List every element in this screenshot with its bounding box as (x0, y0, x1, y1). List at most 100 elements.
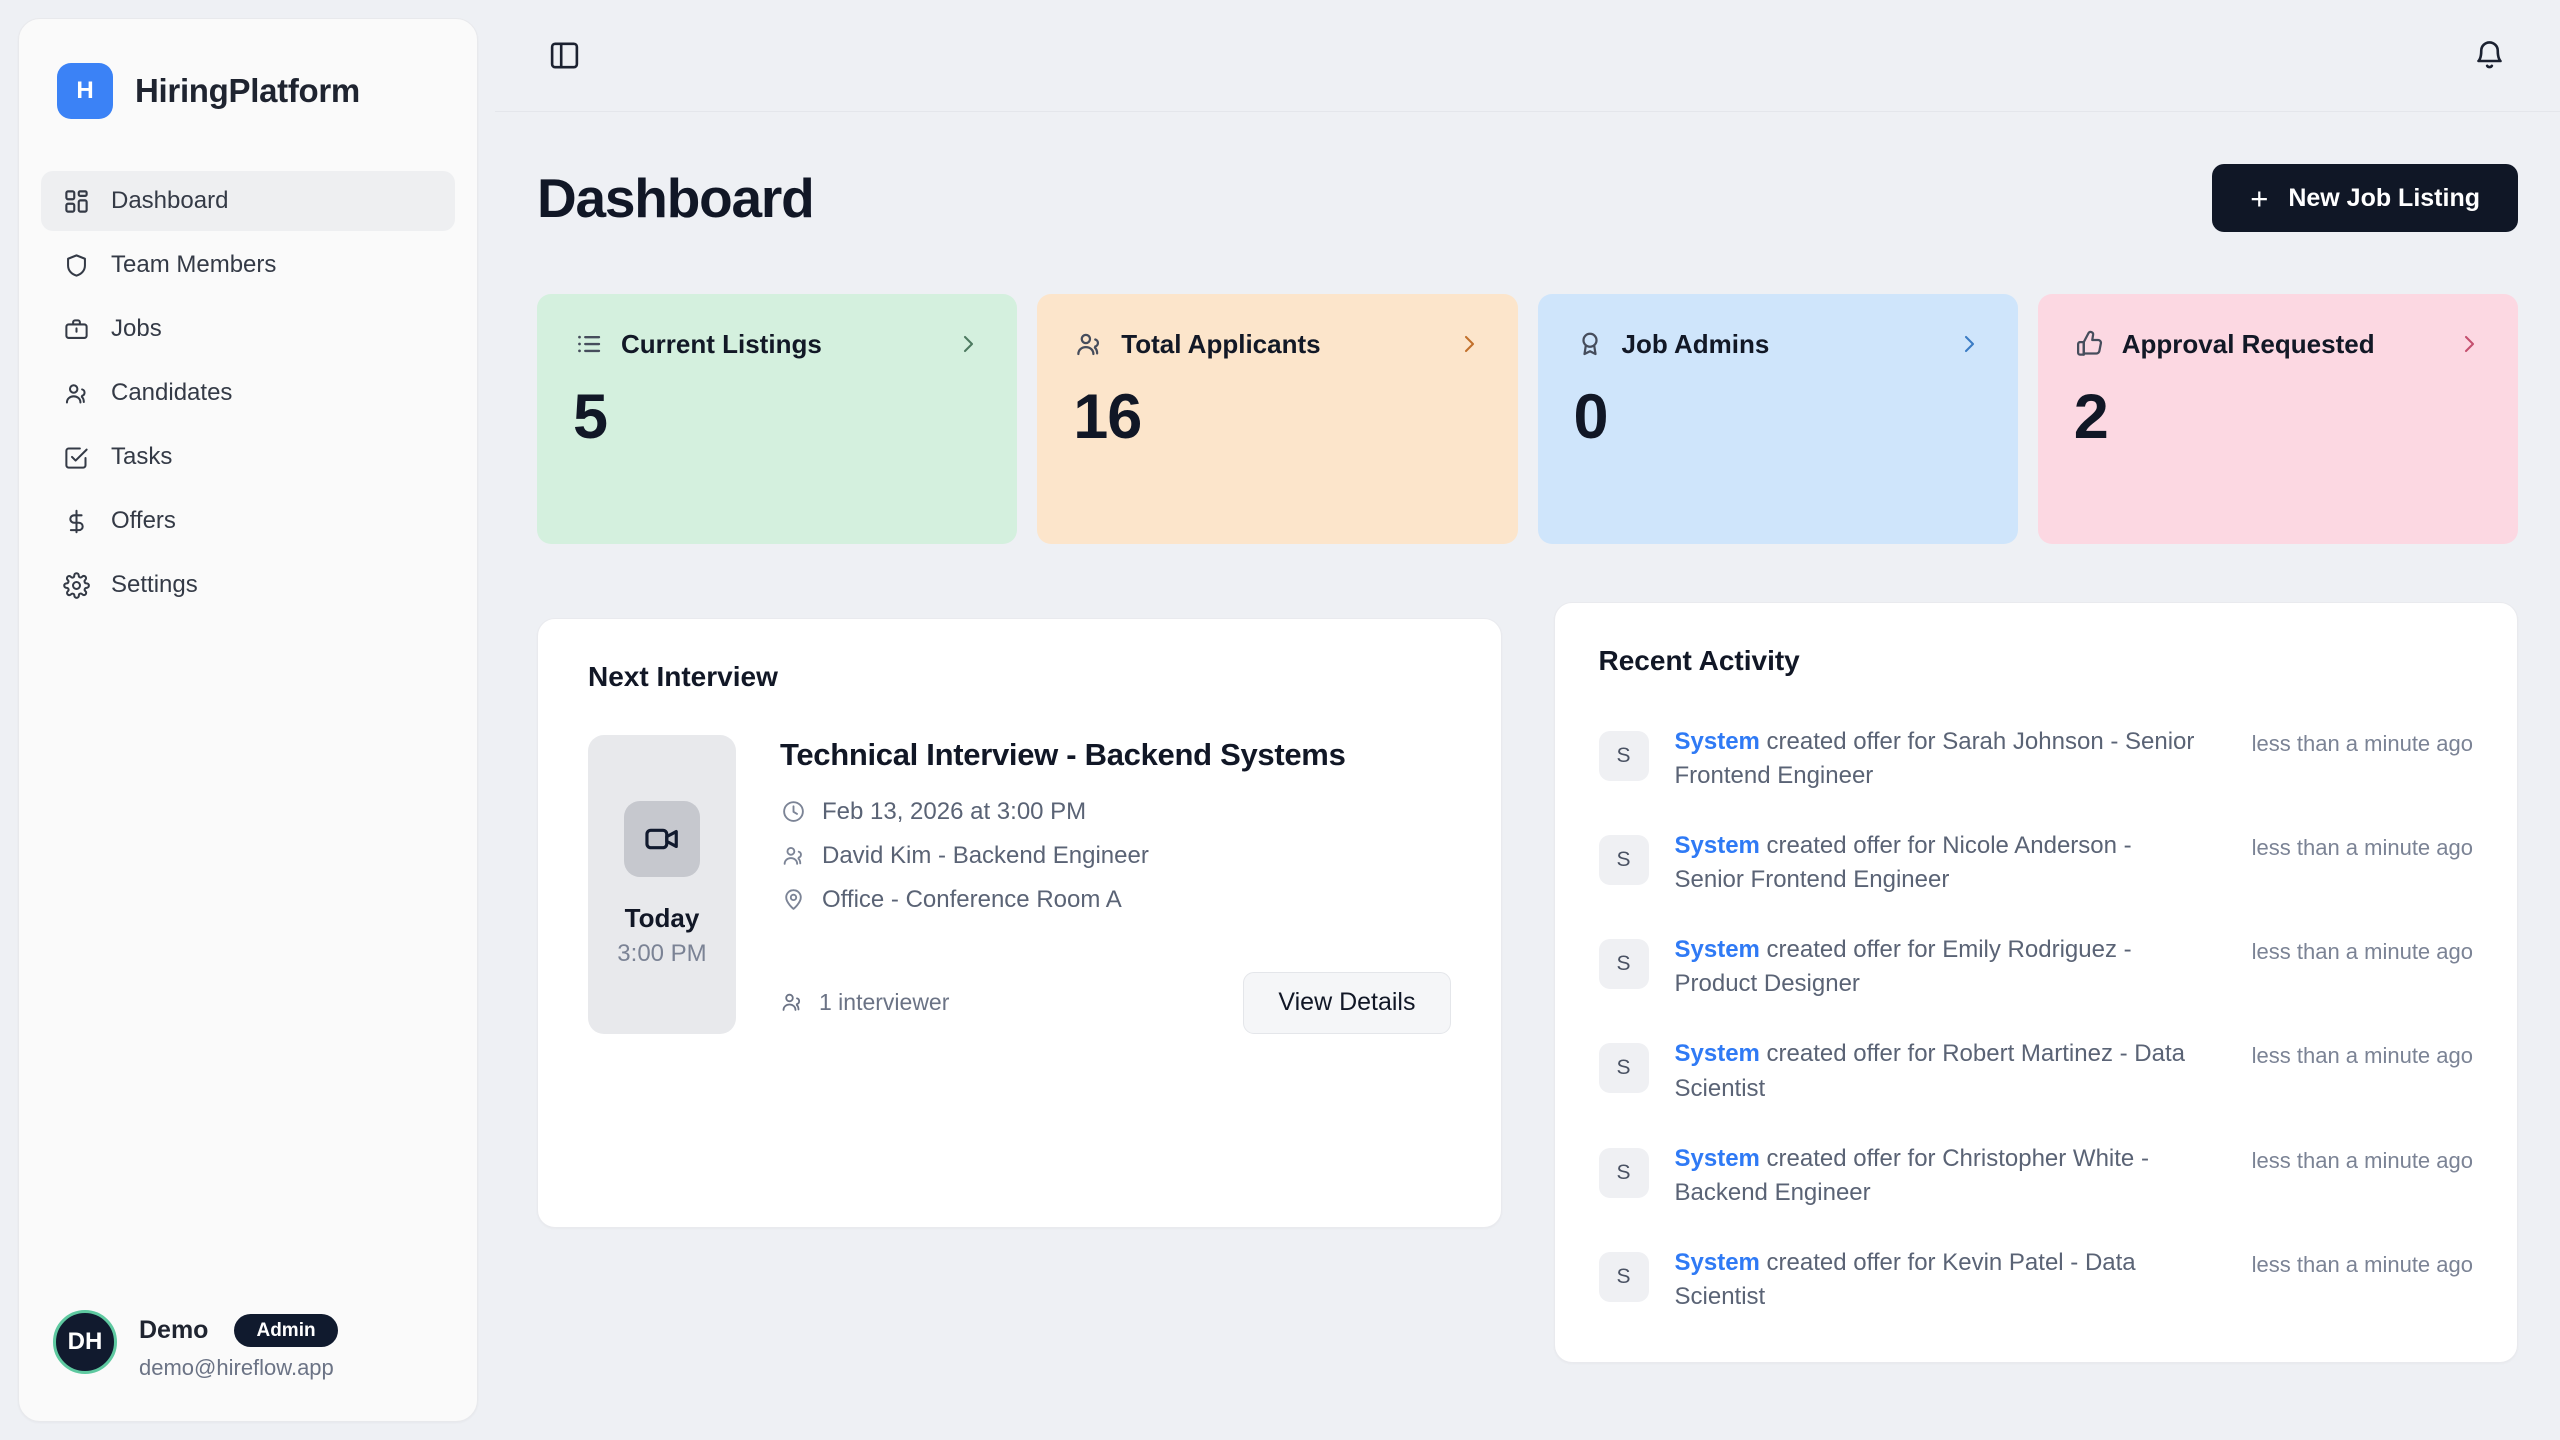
award-icon (1574, 328, 1606, 360)
sidebar-item-dashboard[interactable]: Dashboard (41, 171, 455, 231)
dollar-icon (61, 506, 91, 536)
avatar: S (1598, 939, 1649, 990)
activity-text: System created offer for Robert Martinez… (1675, 1037, 2204, 1105)
list-item[interactable]: S System created offer for Christopher W… (1598, 1124, 2473, 1228)
user-name: Demo (139, 1316, 209, 1344)
list-item[interactable]: S System created offer for Kevin Patel -… (1598, 1228, 2473, 1332)
activity-body: created offer for Sarah Johnson - Senior… (1674, 728, 2195, 790)
thumbs-up-icon (2074, 328, 2106, 360)
activity-time: less than a minute ago (2251, 835, 2473, 861)
sidebar-item-jobs[interactable]: Jobs (41, 299, 455, 359)
stat-card-total-applicants[interactable]: Total Applicants 16 (1037, 294, 1518, 544)
interview-interviewers: 1 interviewer (780, 989, 949, 1016)
stat-label: Job Admins (1621, 328, 1770, 359)
activity-actor[interactable]: System (1674, 832, 1760, 860)
interview-day-tile: Today 3:00 PM (588, 735, 736, 1034)
sidebar-item-candidates[interactable]: Candidates (41, 363, 455, 423)
bell-icon[interactable] (2466, 33, 2512, 79)
stat-card-approval-requested[interactable]: Approval Requested 2 (2037, 294, 2518, 544)
sidebar-item-label: Jobs (111, 315, 162, 342)
page-title: Dashboard (537, 167, 815, 229)
panel-title: Recent Activity (1598, 645, 1800, 676)
clock-icon (780, 799, 806, 825)
interview-day-label: Today (624, 902, 700, 933)
interview-datetime-row: Feb 13, 2026 at 3:00 PM (780, 798, 1451, 826)
panel-left-icon[interactable] (541, 33, 587, 79)
recent-activity-panel: Recent Activity S System created offer f… (1553, 602, 2518, 1363)
dashboard-panels: Next Interview Today 3:00 PM Technical I… (537, 602, 2518, 1363)
activity-actor[interactable]: System (1674, 1040, 1760, 1068)
check-square-icon (61, 442, 91, 472)
list-item[interactable]: S System created offer for Nicole Anders… (1598, 811, 2473, 915)
sidebar-item-team-members[interactable]: Team Members (41, 235, 455, 295)
activity-time: less than a minute ago (2251, 1251, 2473, 1277)
stat-label: Total Applicants (1121, 328, 1321, 359)
activity-actor[interactable]: System (1674, 728, 1760, 755)
stat-card-job-admins[interactable]: Job Admins 0 (1537, 294, 2018, 544)
users-icon (780, 990, 805, 1015)
activity-actor[interactable]: System (1674, 1248, 1760, 1276)
next-interview-panel: Next Interview Today 3:00 PM Technical I… (537, 618, 1502, 1228)
chevron-right-icon (1456, 331, 1482, 357)
sidebar-item-settings[interactable]: Settings (41, 555, 455, 615)
avatar: S (1598, 1147, 1649, 1198)
activity-time: less than a minute ago (2251, 939, 2473, 965)
avatar: S (1598, 835, 1649, 886)
content: Dashboard + New Job Listing Current List… (495, 112, 2560, 1440)
list-item[interactable]: S System created offer for Emily Rodrigu… (1598, 915, 2473, 1019)
sidebar-item-tasks[interactable]: Tasks (41, 427, 455, 487)
sidebar-item-label: Dashboard (111, 187, 229, 214)
list-icon (573, 328, 605, 360)
sidebar-user[interactable]: DH Demo Admin demo@hireflow.app (19, 1310, 477, 1421)
stat-cards: Current Listings 5 Total Applicants 16 (537, 294, 2518, 544)
gear-icon (61, 570, 91, 600)
stat-label: Approval Requested (2121, 328, 2375, 359)
interview-participant-row: David Kim - Backend Engineer (780, 842, 1451, 870)
stat-card-current-listings[interactable]: Current Listings 5 (537, 294, 1018, 544)
chevron-right-icon (2456, 331, 2482, 357)
view-details-button[interactable]: View Details (1243, 971, 1451, 1034)
plus-icon: + (2250, 180, 2269, 216)
activity-text: System created offer for Christopher Whi… (1675, 1142, 2204, 1210)
topbar (495, 0, 2560, 112)
activity-actor[interactable]: System (1674, 936, 1760, 964)
page-header: Dashboard + New Job Listing (537, 164, 2518, 232)
stat-value: 16 (1073, 382, 1142, 452)
video-icon (624, 800, 700, 877)
interview-location-row: Office - Conference Room A (780, 886, 1451, 914)
chevron-right-icon (955, 331, 981, 357)
list-item[interactable]: S System created offer for Sarah Johnson… (1598, 707, 2473, 811)
user-email: demo@hireflow.app (139, 1355, 334, 1380)
stat-value: 0 (1573, 382, 1609, 452)
avatar: S (1598, 731, 1649, 781)
stat-value: 5 (573, 382, 608, 452)
interview-datetime: Feb 13, 2026 at 3:00 PM (822, 797, 1087, 825)
activity-text: System created offer for Kevin Patel - D… (1675, 1246, 2204, 1314)
status-badge: Admin (234, 1314, 338, 1347)
users-icon (780, 843, 806, 869)
sidebar-item-label: Offers (111, 507, 176, 534)
list-item[interactable]: S System created offer for Robert Martin… (1598, 1019, 2473, 1123)
activity-time: less than a minute ago (2251, 1147, 2473, 1173)
activity-actor[interactable]: System (1674, 1144, 1760, 1172)
sidebar-item-label: Settings (111, 571, 198, 598)
activity-time: less than a minute ago (2251, 731, 2473, 756)
users-icon (61, 378, 91, 408)
avatar: DH (53, 1310, 117, 1374)
activity-body: created offer for Robert Martinez - Data… (1674, 1040, 2185, 1102)
interviewers-count: 1 interviewer (819, 989, 950, 1016)
new-job-listing-button[interactable]: + New Job Listing (2212, 164, 2518, 232)
activity-time: less than a minute ago (2251, 1043, 2473, 1069)
sidebar: H HiringPlatform Dashboard Team Members … (0, 0, 495, 1440)
sidebar-item-offers[interactable]: Offers (41, 491, 455, 551)
brand-name: HiringPlatform (135, 72, 360, 109)
shield-icon (61, 250, 91, 280)
sidebar-item-label: Tasks (111, 443, 173, 470)
stat-label: Current Listings (621, 328, 822, 359)
activity-text: System created offer for Nicole Anderson… (1675, 829, 2204, 897)
activity-body: created offer for Christopher White - Ba… (1674, 1144, 2149, 1206)
new-job-listing-label: New Job Listing (2288, 183, 2480, 212)
sidebar-item-label: Team Members (111, 251, 277, 278)
interview-day-time: 3:00 PM (617, 939, 707, 967)
panel-title: Next Interview (588, 661, 778, 692)
